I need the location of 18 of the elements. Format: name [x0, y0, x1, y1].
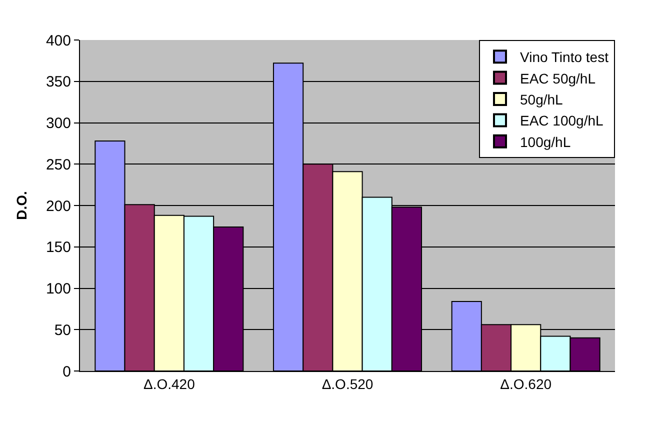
legend-label: Vino Tinto test [520, 49, 609, 66]
y-tick-label: 150 [46, 239, 71, 256]
legend-label: 100g/hL [520, 134, 571, 150]
y-tick-label: 0 [62, 363, 71, 380]
y-tick-label: 200 [46, 198, 71, 215]
y-tick-label: 350 [46, 74, 71, 91]
legend-label: 50g/hL [520, 91, 564, 108]
y-tick-label: 300 [46, 115, 71, 132]
y-tick-label: 400 [46, 32, 71, 50]
legend-label: EAC 50g/hL [520, 70, 596, 86]
x-tick-label: Δ.O.520 [322, 376, 374, 392]
x-tick-label: Δ.O.620 [500, 376, 552, 392]
x-tick-label: Δ.O.420 [143, 376, 196, 392]
y-tick-label: 50 [54, 322, 71, 339]
y-tick-label: 250 [46, 156, 71, 174]
y-axis-title: D.O. [14, 191, 30, 220]
legend-label: EAC 100g/hL [520, 112, 604, 129]
y-tick-label: 100 [46, 280, 71, 298]
